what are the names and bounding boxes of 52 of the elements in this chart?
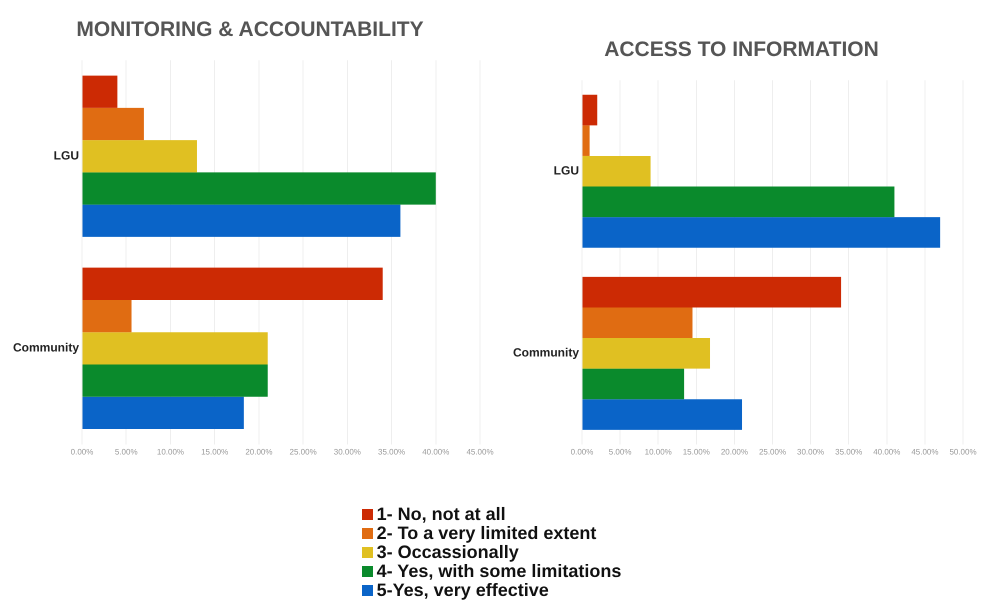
bar [582, 307, 692, 338]
legend-label: 3- Occassionally [376, 542, 519, 562]
bar [582, 368, 684, 400]
bar [82, 332, 268, 364]
bar [582, 399, 742, 430]
x-tick-label: 20.00% [245, 447, 272, 456]
x-tick-label: 10.00% [644, 447, 672, 456]
chart-title: ACCESS TO INFORMATION [603, 37, 880, 63]
bar [82, 300, 132, 332]
x-tick-label: 5.00% [608, 447, 632, 456]
x-tick-label: 45.00% [466, 447, 494, 456]
x-tick-label: 0.00% [70, 447, 94, 456]
x-tick-label: 35.00% [835, 447, 862, 456]
legend-label: 4- Yes, with some limitations [376, 561, 622, 581]
y-tick-label: Community [513, 346, 580, 360]
bar [82, 204, 400, 237]
legend-label: 2- To a very limited extent [376, 523, 596, 543]
x-tick-label: 30.00% [334, 447, 361, 456]
legend-label: 1- No, not at all [376, 504, 506, 524]
x-tick-label: 15.00% [201, 447, 228, 456]
x-tick-label: 5.00% [114, 447, 138, 456]
bar [82, 76, 118, 108]
x-tick-label: 45.00% [911, 447, 938, 456]
x-tick-label: 35.00% [378, 447, 406, 456]
bar [82, 364, 268, 397]
chart-title: MONITORING & ACCOUNTABILITY [75, 17, 425, 43]
legend-label: 5-Yes, very effective [376, 580, 549, 600]
x-tick-label: 25.00% [758, 447, 786, 456]
x-tick-label: 40.00% [422, 447, 450, 456]
bar [582, 94, 598, 126]
x-tick-label: 0.00% [570, 447, 594, 456]
y-tick-label: LGU [54, 148, 79, 163]
bar [82, 172, 436, 205]
x-tick-label: 10.00% [156, 447, 184, 456]
x-tick-label: 50.00% [949, 447, 977, 456]
bar [582, 125, 590, 156]
x-tick-label: 30.00% [797, 447, 824, 456]
x-tick-label: 20.00% [720, 447, 748, 456]
bar [82, 108, 144, 140]
bar [582, 276, 842, 308]
x-tick-label: 15.00% [682, 447, 710, 456]
bar [582, 217, 940, 248]
bar [82, 268, 383, 300]
bar [82, 396, 244, 430]
y-tick-label: LGU [554, 164, 579, 178]
y-tick-label: Community [13, 340, 80, 355]
x-tick-label: 25.00% [290, 447, 317, 456]
bar [582, 186, 894, 218]
bar [582, 156, 651, 187]
bar [82, 140, 197, 172]
x-tick-label: 40.00% [873, 447, 900, 456]
bar [582, 338, 710, 369]
